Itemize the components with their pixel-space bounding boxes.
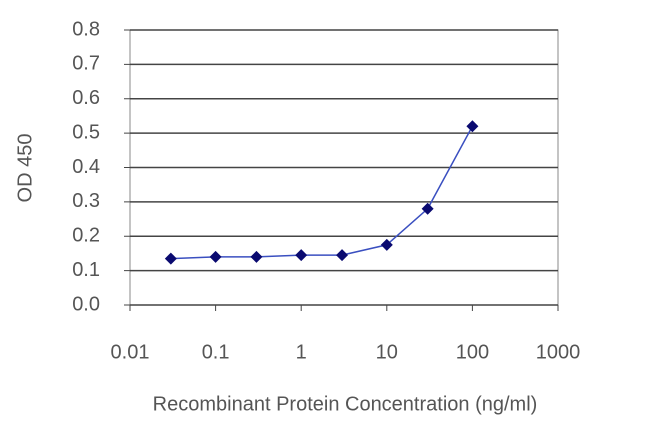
x-tick-label: 1000 [536,341,581,363]
y-tick-label: 0.0 [72,293,100,315]
data-point [380,238,393,251]
y-tick-label: 0.8 [72,18,100,40]
x-tick-label: 100 [456,341,489,363]
y-tick-label: 0.5 [72,121,100,143]
y-tick-label: 0.6 [72,87,100,109]
x-axis-label: Recombinant Protein Concentration (ng/ml… [153,393,538,415]
x-tick-label: 10 [376,341,398,363]
data-point [295,249,308,262]
y-tick-label: 0.1 [72,259,100,281]
y-axis-label: OD 450 [14,134,36,203]
data-line [170,125,474,260]
x-tick-label: 1 [296,341,307,363]
data-point [421,202,434,215]
y-tick-label: 0.2 [72,225,100,247]
data-point [466,120,479,133]
data-point [209,250,222,263]
x-tick-label: 0.1 [202,341,230,363]
x-tick-label: 0.01 [111,341,150,363]
y-tick-label: 0.4 [72,156,100,178]
data-point [164,252,177,265]
y-tick-label: 0.3 [72,190,100,212]
y-tick-label: 0.7 [72,53,100,75]
data-point [336,249,349,262]
data-point [250,250,263,263]
